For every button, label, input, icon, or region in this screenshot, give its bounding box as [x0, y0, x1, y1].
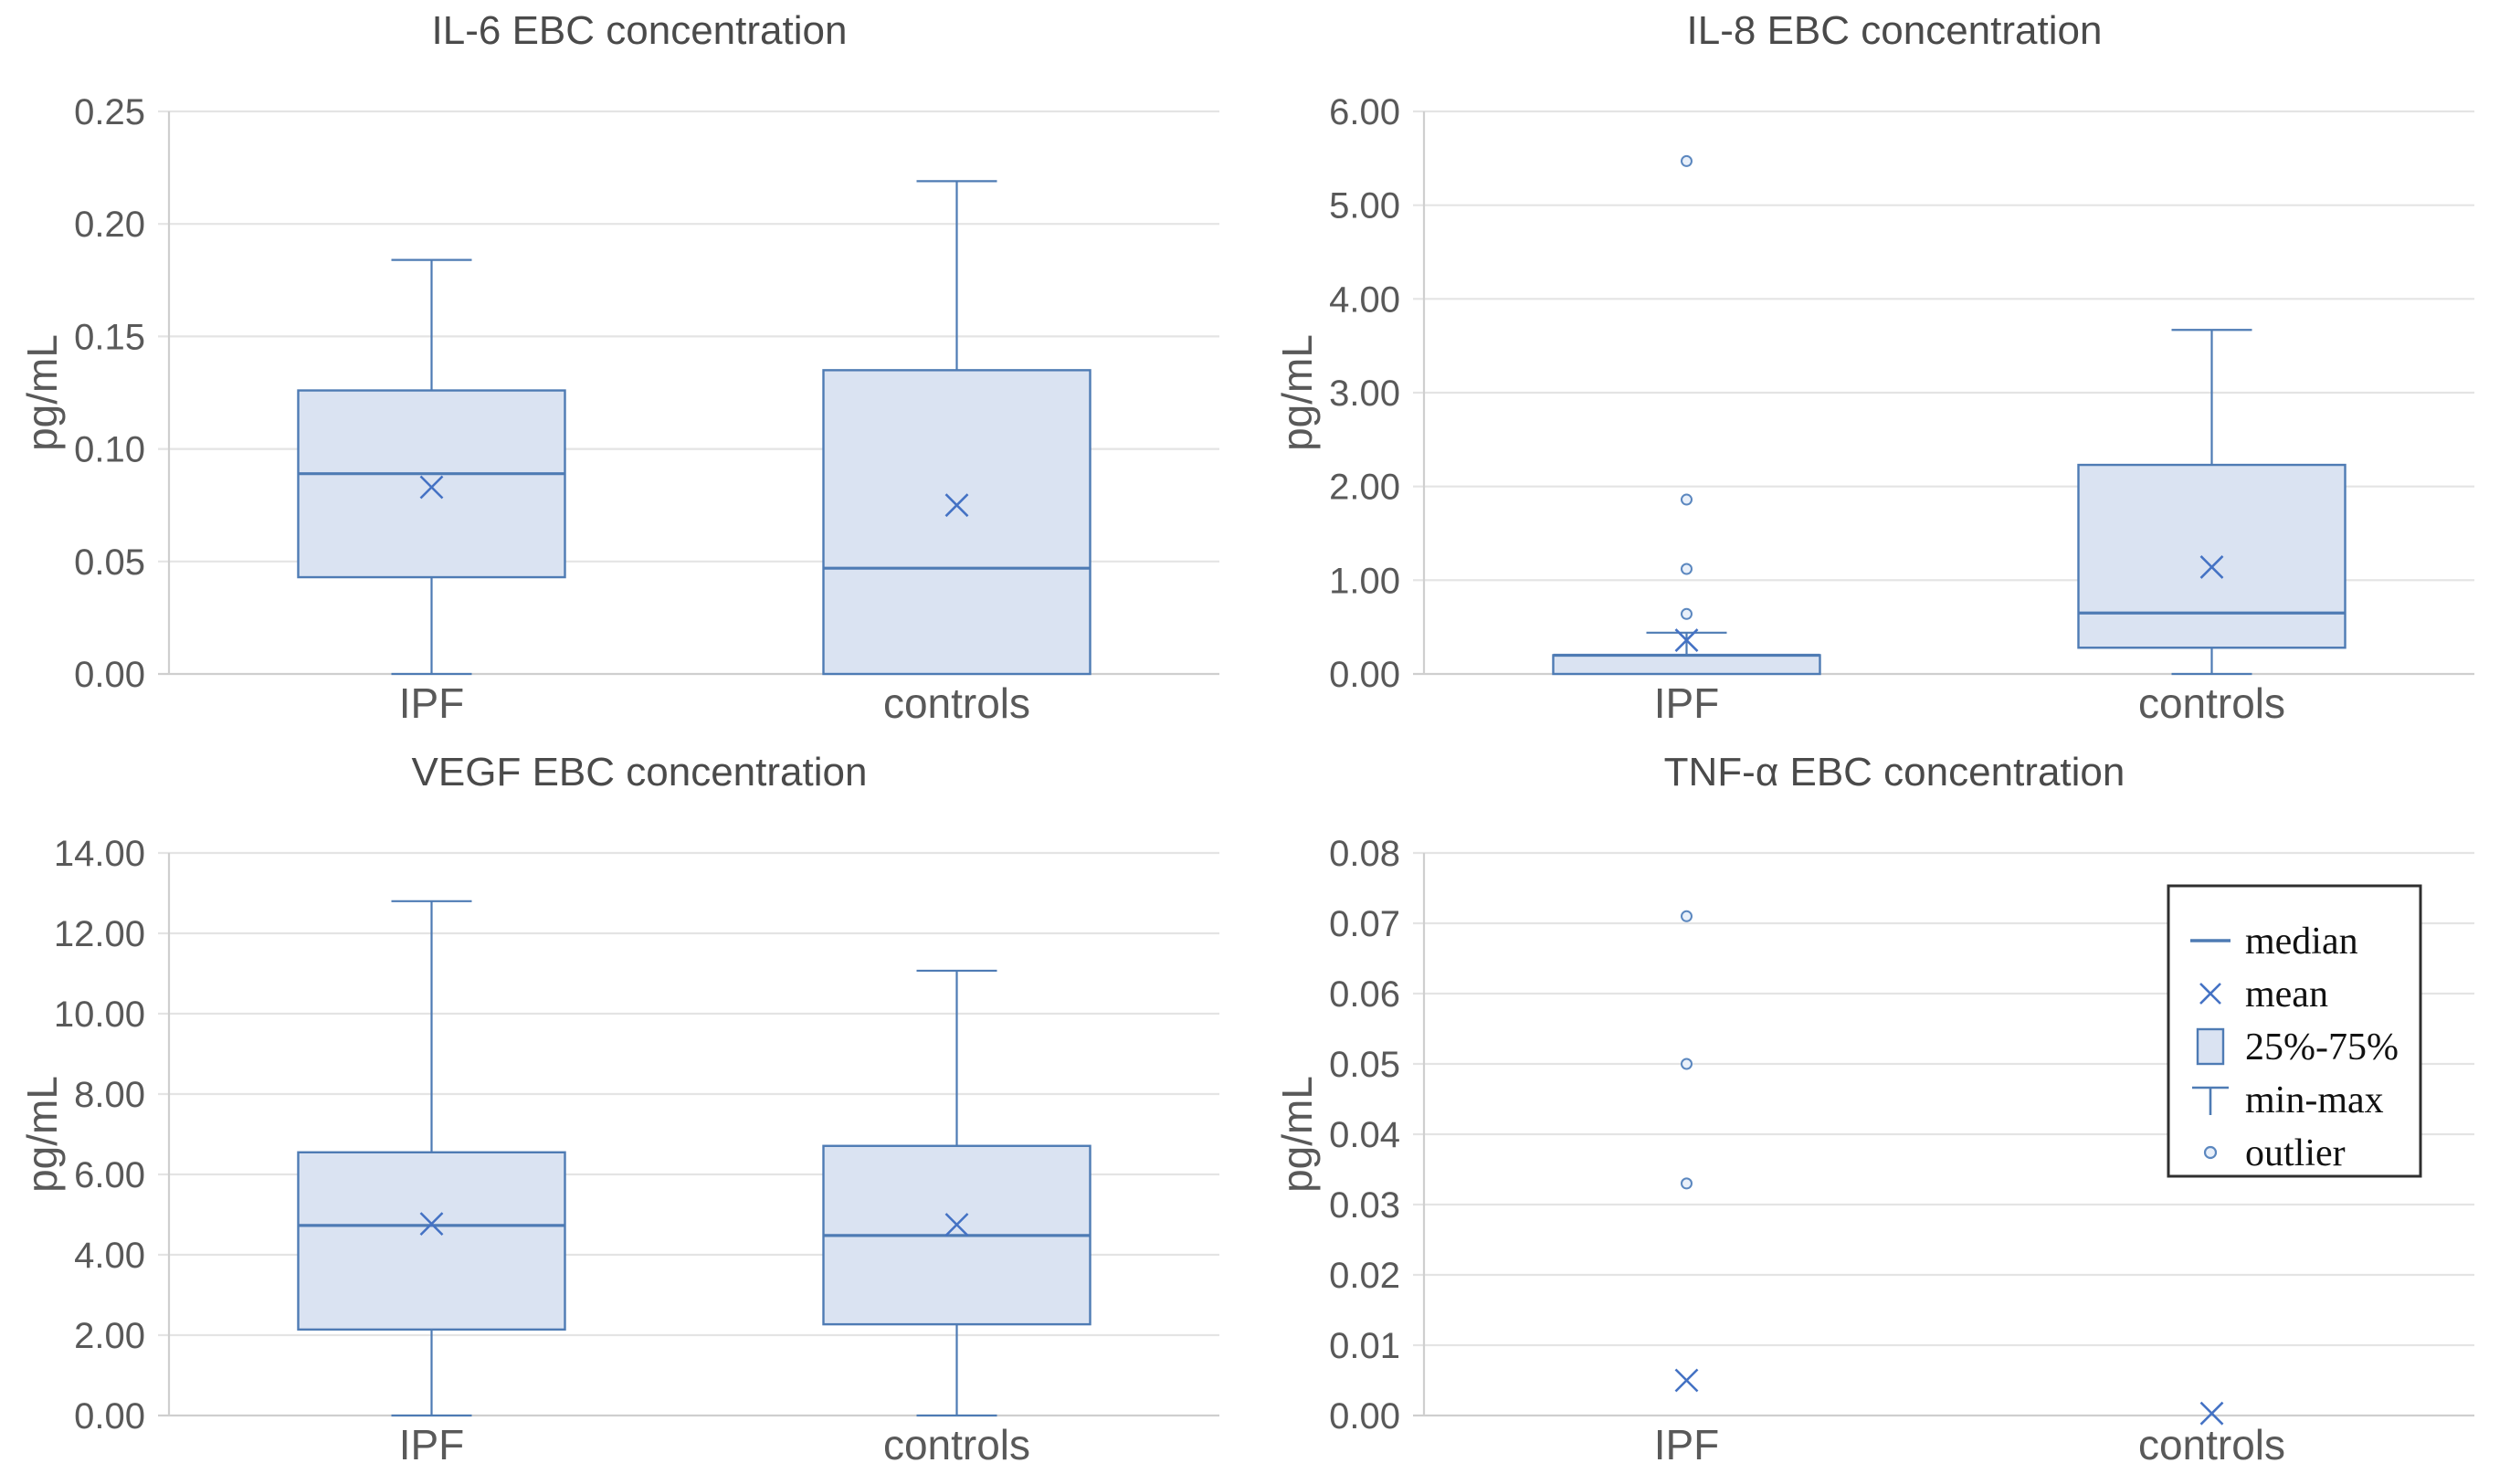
mean-marker: [1674, 628, 1699, 652]
y-tick-label: 0.05: [74, 542, 145, 583]
y-tick-label: 0.08: [1329, 834, 1400, 874]
y-tick-label: 12.00: [54, 914, 145, 954]
legend-mean-x-icon: [2199, 983, 2221, 1005]
category-label: IPF: [399, 679, 465, 727]
legend-item-label: min-max: [2245, 1079, 2384, 1121]
mean-marker: [944, 1213, 969, 1237]
boxplot-il6: 0.00 0.05 0.10 0.15 0.20 0.25 IL-6 EBC concent…: [18, 8, 1219, 727]
y-axis-label: pg/mL: [18, 1076, 66, 1193]
chart-vegf-mount: 0.00 2.00 4.00 6.00 8.00 10.00 12.00 14.00 VEGF …: [0, 742, 1255, 1483]
category-label: IPF: [1654, 1421, 1720, 1468]
y-tick-label: 0.25: [74, 92, 145, 132]
mean-marker: [2199, 555, 2224, 579]
y-tick-label: 4.00: [1329, 279, 1400, 320]
chart-il8-mount: 0.00 1.00 2.00 3.00 4.00 5.00 6.00 IL-8 EBC con…: [1255, 0, 2510, 742]
mean-marker: [944, 493, 969, 518]
chart-il6-panel: 0.00 0.05 0.10 0.15 0.20 0.25 IL-6 EBC concent…: [0, 0, 1255, 742]
category-label: IPF: [1654, 679, 1720, 727]
category-label: IPF: [399, 1421, 465, 1468]
legend-item-label: 25%-75%: [2245, 1026, 2399, 1068]
y-tick-label: 0.05: [1329, 1045, 1400, 1085]
chart-title: VEGF EBC concentration: [412, 750, 868, 795]
legend-outlier-icon: [2203, 1145, 2218, 1160]
y-tick-label: 0.00: [1329, 655, 1400, 695]
y-axis-label: pg/mL: [1273, 334, 1321, 451]
chart-title: IL-6 EBC concentration: [432, 8, 848, 53]
y-tick-label: 2.00: [74, 1316, 145, 1356]
y-axis-label: pg/mL: [18, 334, 66, 451]
boxplot-tnfa: 0.00 0.01 0.02 0.03 0.04 0.05 0.06 0.07 0.08 TNF-…: [1273, 750, 2474, 1468]
category-label: controls: [2138, 1421, 2285, 1468]
chart-title: IL-8 EBC concentration: [1687, 8, 2103, 53]
outlier-point: [1681, 607, 1693, 620]
y-tick-label: 0.03: [1329, 1185, 1400, 1226]
iqr-box: [822, 369, 1092, 676]
legend-iqr-box-icon: [2196, 1027, 2225, 1066]
legend-item-label: median: [2245, 921, 2358, 963]
iqr-box: [297, 1151, 566, 1331]
mean-marker: [419, 1212, 444, 1237]
y-tick-label: 0.10: [74, 430, 145, 470]
chart-title: TNF-α EBC concentration: [1664, 750, 2125, 795]
outlier-point: [1681, 563, 1693, 575]
iqr-box: [2077, 463, 2347, 649]
y-tick-label: 0.20: [74, 205, 145, 245]
y-axis-label: pg/mL: [1273, 1076, 1321, 1193]
y-tick-label: 0.02: [1329, 1256, 1400, 1296]
y-tick-label: 0.01: [1329, 1326, 1400, 1366]
chart-il6-mount: 0.00 0.05 0.10 0.15 0.20 0.25 IL-6 EBC concent…: [0, 0, 1255, 742]
category-label: controls: [2138, 679, 2285, 727]
boxplot-il8: 0.00 1.00 2.00 3.00 4.00 5.00 6.00 IL-8 EBC con…: [1273, 8, 2474, 727]
y-tick-label: 6.00: [74, 1155, 145, 1195]
outlier-point: [1681, 910, 1693, 922]
y-tick-label: 0.04: [1329, 1115, 1400, 1155]
y-tick-label: 0.15: [74, 317, 145, 357]
category-label: controls: [883, 1421, 1030, 1468]
y-tick-label: 6.00: [1329, 92, 1400, 132]
y-tick-label: 1.00: [1329, 561, 1400, 601]
y-tick-label: 8.00: [74, 1075, 145, 1115]
iqr-box: [1552, 654, 1821, 676]
mean-marker: [419, 475, 444, 500]
y-tick-label: 0.06: [1329, 974, 1400, 1015]
mean-marker: [2199, 1401, 2224, 1426]
category-label: controls: [883, 679, 1030, 727]
boxplot-vegf: 0.00 2.00 4.00 6.00 8.00 10.00 12.00 14.00 VEGF …: [18, 750, 1219, 1468]
outlier-point: [1681, 1177, 1693, 1190]
y-tick-label: 3.00: [1329, 374, 1400, 414]
y-tick-label: 0.00: [74, 1396, 145, 1437]
iqr-box: [297, 389, 566, 579]
y-tick-label: 0.07: [1329, 904, 1400, 944]
outlier-point: [1681, 1058, 1693, 1070]
chart-vegf-panel: 0.00 2.00 4.00 6.00 8.00 10.00 12.00 14.00 VEGF …: [0, 742, 1255, 1483]
y-tick-label: 2.00: [1329, 468, 1400, 508]
y-tick-label: 10.00: [54, 995, 145, 1035]
chart-il8-panel: 0.00 1.00 2.00 3.00 4.00 5.00 6.00 IL-8 EBC con…: [1255, 0, 2510, 742]
legend-item-label: outlier: [2245, 1132, 2346, 1174]
y-tick-label: 0.00: [1329, 1396, 1400, 1437]
chart-tnfa-panel: 0.00 0.01 0.02 0.03 0.04 0.05 0.06 0.07 0.08 TNF-…: [1255, 742, 2510, 1483]
outlier-point: [1681, 154, 1693, 167]
y-tick-label: 14.00: [54, 834, 145, 874]
chart-tnfa-mount: 0.00 0.01 0.02 0.03 0.04 0.05 0.06 0.07 0.08 TNF-…: [1255, 742, 2510, 1483]
y-tick-label: 4.00: [74, 1236, 145, 1276]
legend-item-label: mean: [2245, 974, 2328, 1016]
y-tick-label: 0.00: [74, 655, 145, 695]
y-tick-label: 5.00: [1329, 186, 1400, 226]
outlier-point: [1681, 493, 1693, 506]
mean-marker: [1674, 1368, 1699, 1393]
